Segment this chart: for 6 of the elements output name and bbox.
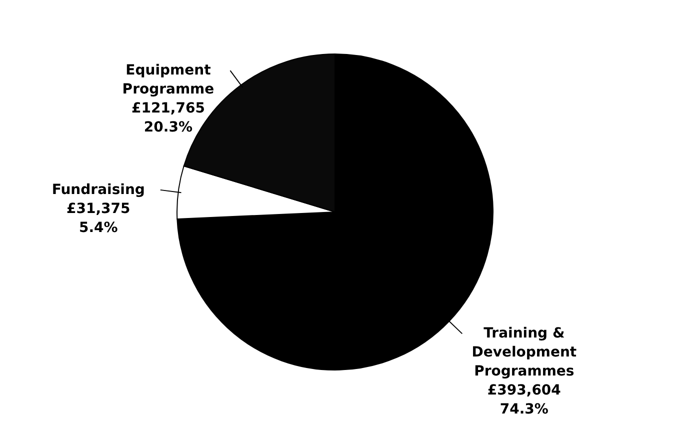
slice-label: Training & Development Programmes xyxy=(472,326,577,380)
slice-label: Equipment Programme xyxy=(122,62,214,98)
data-label: £121,765 20.3% xyxy=(131,100,205,136)
data-label: £393,604 74.3% xyxy=(487,382,562,418)
slice-label: Fundraising xyxy=(52,182,145,198)
data-label: £31,375 5.4% xyxy=(66,200,130,236)
